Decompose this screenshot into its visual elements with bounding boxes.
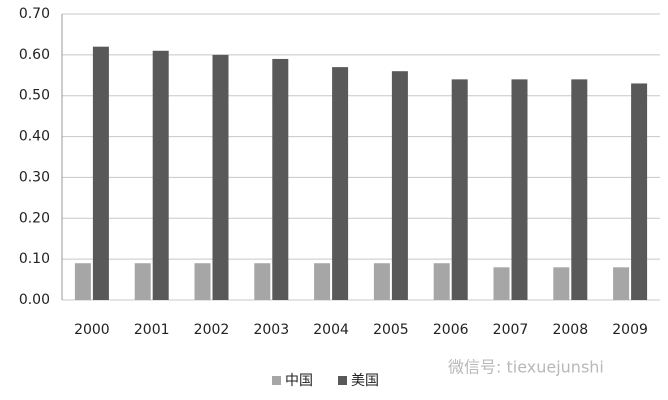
legend-label: 中国 bbox=[285, 373, 313, 389]
y-tick-label: 0.20 bbox=[19, 210, 50, 226]
legend-swatch bbox=[338, 376, 347, 385]
bar bbox=[254, 263, 271, 300]
y-tick-label: 0.00 bbox=[19, 292, 50, 308]
x-tick-label: 2009 bbox=[612, 322, 648, 338]
legend-swatch bbox=[272, 376, 281, 385]
bar bbox=[74, 263, 91, 300]
x-tick-label: 2003 bbox=[253, 322, 289, 338]
bar bbox=[391, 71, 408, 300]
bar bbox=[493, 267, 510, 300]
bar bbox=[511, 79, 528, 300]
watermark: 微信号: tiexuejunshi bbox=[448, 358, 604, 377]
bar bbox=[314, 263, 331, 300]
y-tick-label: 0.30 bbox=[19, 169, 50, 185]
y-tick-label: 0.50 bbox=[19, 88, 50, 104]
legend-label: 美国 bbox=[351, 373, 379, 389]
bar bbox=[571, 79, 588, 300]
bar bbox=[212, 54, 229, 300]
bar bbox=[613, 267, 630, 300]
bar bbox=[631, 83, 648, 300]
y-tick-label: 0.60 bbox=[19, 47, 50, 63]
bar bbox=[451, 79, 468, 300]
y-tick-label: 0.70 bbox=[19, 6, 50, 22]
bar bbox=[332, 67, 349, 300]
x-tick-label: 2002 bbox=[194, 322, 230, 338]
bar bbox=[152, 50, 169, 301]
x-tick-label: 2000 bbox=[74, 322, 110, 338]
bar bbox=[553, 267, 570, 300]
x-tick-label: 2006 bbox=[433, 322, 469, 338]
bar bbox=[194, 263, 211, 300]
y-tick-label: 0.40 bbox=[19, 129, 50, 145]
x-tick-label: 2001 bbox=[134, 322, 170, 338]
x-tick-label: 2007 bbox=[493, 322, 529, 338]
x-tick-label: 2004 bbox=[313, 322, 349, 338]
x-tick-label: 2005 bbox=[373, 322, 409, 338]
bar bbox=[373, 263, 390, 300]
bar bbox=[272, 58, 289, 300]
bar bbox=[134, 263, 151, 300]
bar bbox=[92, 46, 109, 300]
bar bbox=[433, 263, 450, 300]
x-tick-label: 2008 bbox=[552, 322, 588, 338]
y-tick-label: 0.10 bbox=[19, 251, 50, 267]
